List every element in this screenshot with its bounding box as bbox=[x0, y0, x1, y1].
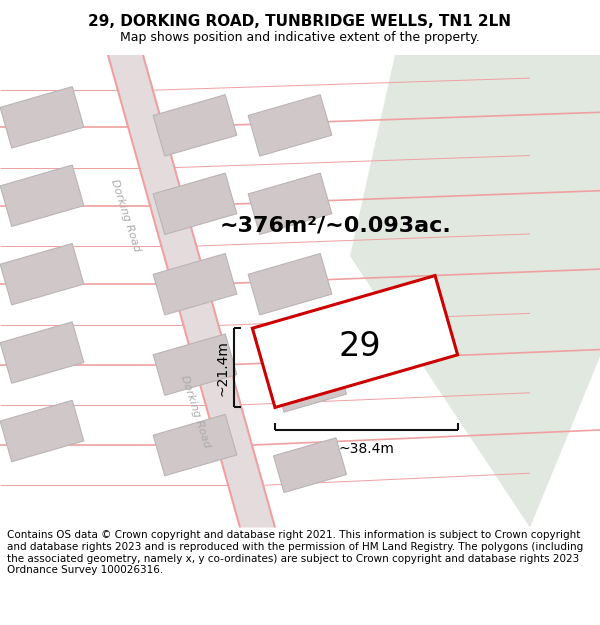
Polygon shape bbox=[350, 55, 600, 528]
Text: 29, DORKING ROAD, TUNBRIDGE WELLS, TN1 2LN: 29, DORKING ROAD, TUNBRIDGE WELLS, TN1 2… bbox=[89, 14, 511, 29]
Polygon shape bbox=[108, 55, 275, 528]
Polygon shape bbox=[0, 400, 84, 462]
Polygon shape bbox=[0, 244, 84, 305]
Polygon shape bbox=[0, 165, 84, 226]
Polygon shape bbox=[153, 173, 237, 234]
Polygon shape bbox=[248, 254, 332, 315]
Polygon shape bbox=[0, 322, 84, 383]
Polygon shape bbox=[248, 173, 332, 234]
Polygon shape bbox=[153, 94, 237, 156]
Polygon shape bbox=[153, 414, 237, 476]
Text: Contains OS data © Crown copyright and database right 2021. This information is : Contains OS data © Crown copyright and d… bbox=[7, 531, 583, 575]
Polygon shape bbox=[274, 438, 346, 493]
Text: ~21.4m: ~21.4m bbox=[215, 340, 229, 396]
Text: ~38.4m: ~38.4m bbox=[338, 442, 394, 456]
Text: Dorking Road: Dorking Road bbox=[109, 178, 142, 253]
Polygon shape bbox=[153, 254, 237, 315]
Polygon shape bbox=[248, 94, 332, 156]
Text: Dorking Road: Dorking Road bbox=[179, 374, 211, 449]
Text: 29: 29 bbox=[338, 330, 382, 363]
Polygon shape bbox=[0, 87, 84, 148]
Polygon shape bbox=[153, 334, 237, 396]
Polygon shape bbox=[253, 276, 458, 408]
Text: ~376m²/~0.093ac.: ~376m²/~0.093ac. bbox=[220, 216, 452, 236]
Polygon shape bbox=[274, 357, 346, 412]
Text: Map shows position and indicative extent of the property.: Map shows position and indicative extent… bbox=[120, 31, 480, 44]
